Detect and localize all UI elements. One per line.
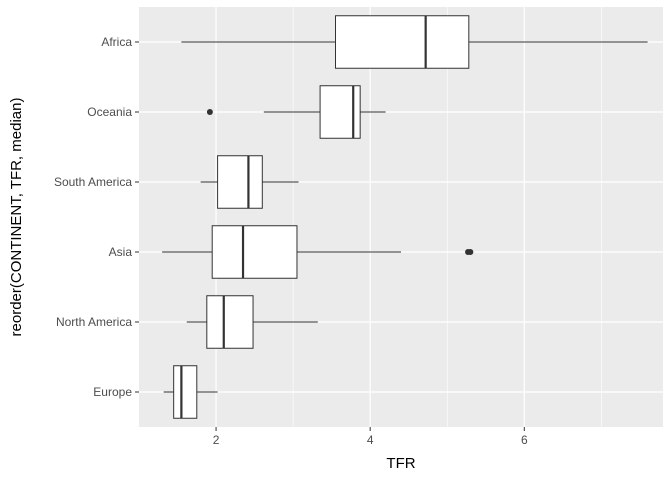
y-tick-layer: Africa Oceania South America Asia North Amer…	[54, 35, 139, 399]
y-tick-label: Asia	[109, 245, 133, 259]
y-tick-label: Oceania	[87, 105, 132, 119]
plot-panel	[139, 7, 663, 427]
y-tick-label: Europe	[93, 385, 132, 399]
iqr-box	[211, 225, 298, 279]
x-tick-label: 4	[367, 433, 374, 447]
box-africa	[181, 15, 648, 69]
iqr-box	[173, 365, 198, 419]
x-tick-label: 6	[521, 433, 528, 447]
x-tick-layer: 2 4 6	[213, 427, 528, 447]
iqr-box	[217, 155, 263, 209]
box-north-america	[186, 295, 318, 349]
iqr-box	[335, 15, 470, 69]
x-axis-title: TFR	[386, 455, 415, 472]
box-south-america	[200, 155, 299, 209]
y-axis-title: reorder(CONTINENT, TFR, median)	[8, 98, 25, 337]
outlier-point	[206, 109, 213, 115]
box-layer	[162, 15, 648, 419]
y-tick-label: Africa	[101, 35, 132, 49]
box-oceania	[206, 85, 386, 139]
x-tick-label: 2	[213, 433, 220, 447]
iqr-box	[206, 295, 254, 349]
y-tick-label: South America	[54, 175, 132, 189]
y-tick-label: North America	[56, 315, 132, 329]
box-asia	[162, 225, 474, 279]
box-europe	[163, 365, 218, 419]
outlier-point	[467, 249, 474, 255]
